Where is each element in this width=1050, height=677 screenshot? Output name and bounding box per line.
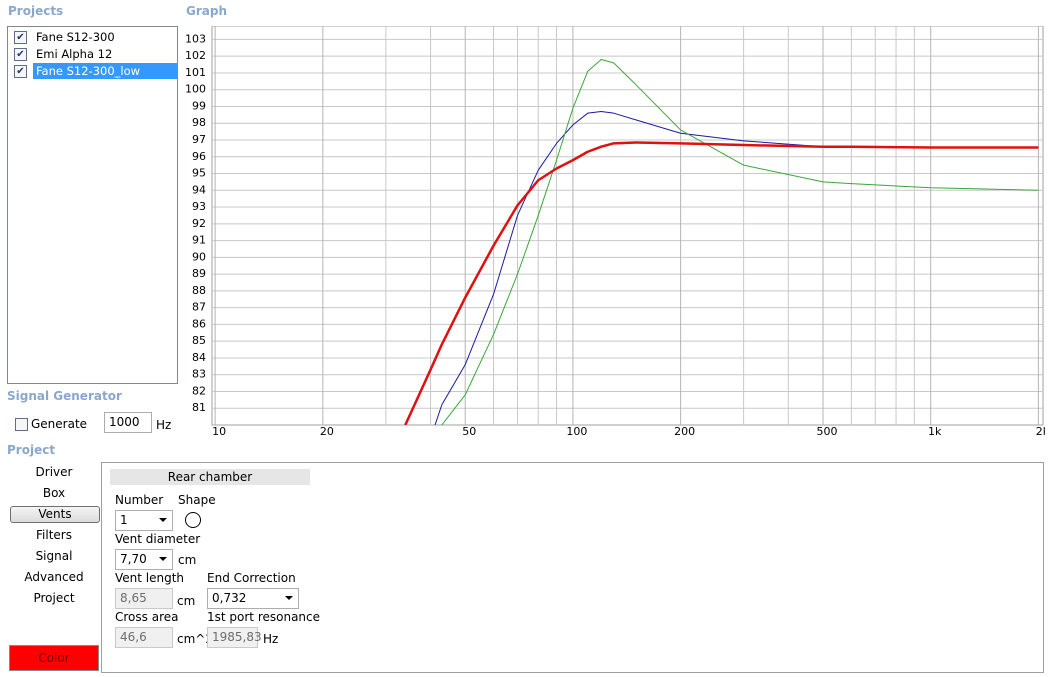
x-tick-label: 100 (566, 425, 587, 438)
grid (212, 26, 1043, 425)
select-value: 0,732 (212, 591, 247, 605)
y-tick-label: 98 (192, 116, 206, 129)
field-label: Number (115, 493, 164, 507)
y-tick-label: 93 (192, 200, 206, 213)
graph: 81 82 83 84 85 86 87 88 89 90 91 92 93 94 95 96 97 98 99 10… (185, 26, 1045, 438)
response-curve (441, 59, 1039, 425)
generate-checkbox[interactable] (15, 418, 28, 431)
field-label: Vent diameter (115, 532, 201, 546)
x-tick-label: 50 (462, 425, 476, 438)
response-curve (404, 141, 1039, 425)
resonance-input: 1985,83 (207, 627, 262, 648)
project-item[interactable]: ✔ Fane S12-300 (11, 29, 171, 45)
unit-label: cm (178, 553, 197, 567)
project-name: Emi Alpha 12 (36, 47, 113, 61)
vents-panel (101, 462, 1044, 673)
y-tick-label: 84 (192, 351, 206, 364)
field-label: End Correction (207, 571, 296, 585)
y-tick-label: 103 (185, 32, 206, 45)
select-value: 1 (120, 513, 128, 527)
y-tick-label: 100 (185, 83, 206, 96)
field-label: Vent length (115, 571, 185, 585)
end-correction-select[interactable]: 0,732 (207, 588, 299, 609)
y-tick-label: 87 (192, 301, 206, 314)
y-tick-label: 86 (192, 317, 206, 330)
unit-label: cm (177, 594, 196, 608)
project-name: Fane S12-300_low (33, 63, 177, 79)
color-button[interactable]: Color (9, 645, 99, 671)
y-tick-label: 89 (192, 267, 206, 280)
y-tick-label: 99 (192, 99, 206, 112)
y-tick-label: 92 (192, 217, 206, 230)
plot-area (211, 26, 1044, 426)
project-name: Fane S12-300 (36, 30, 115, 44)
frequency-input[interactable]: 1000 (104, 412, 152, 433)
nav-button[interactable]: Project (33, 591, 75, 605)
x-tick-label: 10 (212, 425, 226, 438)
x-tick-label: 200 (674, 425, 695, 438)
y-tick-label: 91 (192, 234, 206, 247)
x-tick-label: 2k (1036, 425, 1045, 438)
y-tick-label: 96 (192, 150, 206, 163)
field-label: 1st port resonance (207, 610, 321, 624)
section-label: Project (7, 443, 56, 457)
nav-button[interactable]: Signal (35, 549, 73, 563)
field-label: Shape (178, 493, 216, 507)
y-tick-label: 81 (192, 401, 206, 414)
select-value: 7,70 (120, 552, 147, 566)
y-tick-label: 94 (192, 183, 206, 196)
nav-button[interactable]: Advanced (24, 570, 84, 584)
panel-header: Rear chamber (110, 469, 310, 485)
section-label: Projects (8, 4, 64, 18)
y-tick-label: 95 (192, 167, 206, 180)
unit-label: cm^2 (177, 632, 213, 646)
curves (404, 59, 1039, 425)
project-checkbox[interactable]: ✔ (14, 65, 27, 78)
response-curve (434, 111, 852, 425)
cross-area-input: 46,6 (115, 627, 173, 648)
number-select[interactable]: 1 (115, 510, 173, 531)
y-tick-label: 97 (192, 133, 206, 146)
unit-label: Hz (156, 418, 172, 432)
nav-button[interactable]: Filters (36, 528, 72, 542)
section-label: Signal Generator (7, 389, 122, 403)
diameter-select[interactable]: 7,70 (115, 549, 173, 570)
project-item[interactable]: ✔ Emi Alpha 12 (11, 46, 171, 62)
checkbox-label: Generate (31, 417, 88, 431)
length-input: 8,65 (115, 588, 173, 609)
x-tick-label: 500 (817, 425, 838, 438)
x-tick-label: 1k (928, 425, 942, 438)
project-checkbox[interactable]: ✔ (14, 31, 27, 44)
section-label: Graph (186, 4, 227, 18)
y-tick-label: 88 (192, 284, 206, 297)
shape-icon[interactable] (185, 512, 201, 528)
x-tick-label: 20 (320, 425, 334, 438)
nav-button[interactable]: Box (42, 486, 66, 500)
field-label: Cross area (115, 610, 179, 624)
y-tick-label: 102 (185, 49, 206, 62)
project-list[interactable]: ✔ Fane S12-300 ✔ Emi Alpha 12 ✔ Fane S12-300_… (7, 26, 178, 384)
project-checkbox[interactable]: ✔ (14, 48, 27, 61)
project-item[interactable]: ✔ Fane S12-300_low (11, 63, 177, 79)
nav-button[interactable]: Vents (10, 506, 100, 523)
y-tick-label: 82 (192, 384, 206, 397)
y-tick-label: 83 (192, 368, 206, 381)
y-tick-label: 90 (192, 250, 206, 263)
y-tick-label: 101 (185, 66, 206, 79)
y-tick-label: 85 (192, 334, 206, 347)
nav-button[interactable]: Driver (35, 465, 73, 479)
unit-label: Hz (263, 632, 279, 646)
